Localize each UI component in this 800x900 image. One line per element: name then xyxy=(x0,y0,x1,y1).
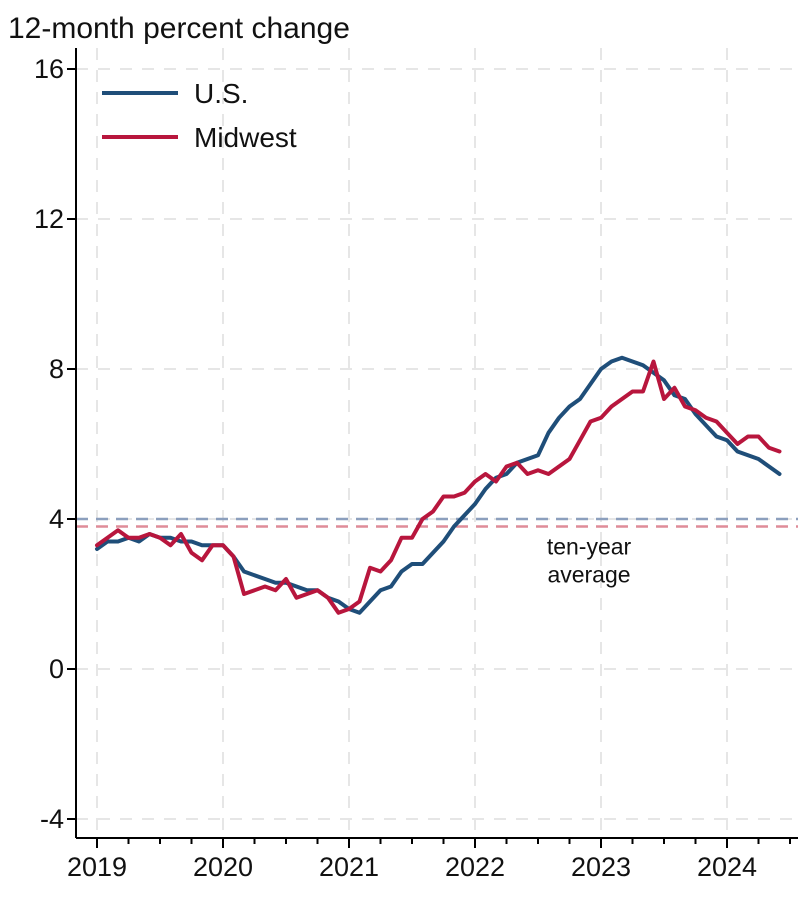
chart-title: 12-month percent change xyxy=(8,12,350,45)
y-tick-label: 0 xyxy=(49,654,64,684)
x-tick-label: 2019 xyxy=(67,852,127,882)
x-tick-label: 2021 xyxy=(319,852,379,882)
y-tick-label: 8 xyxy=(49,354,64,384)
y-tick-label: -4 xyxy=(40,804,64,834)
legend: U.S. Midwest xyxy=(102,78,297,153)
annotation: ten-year average xyxy=(547,533,632,587)
series xyxy=(95,355,782,615)
legend-label-us: U.S. xyxy=(194,78,248,109)
annotation-line2: average xyxy=(547,561,630,587)
grid xyxy=(76,48,798,838)
axes: -4 0 4 8 12 16 2019 2020 2021 2022 2023 2024 xyxy=(34,48,798,882)
x-tick-label: 2023 xyxy=(571,852,631,882)
legend-label-midwest: Midwest xyxy=(194,122,297,153)
y-tick-label: 16 xyxy=(34,54,64,84)
reference-lines xyxy=(76,517,798,528)
midwest-series-line xyxy=(95,359,782,615)
annotation-line1: ten-year xyxy=(547,533,632,559)
x-tick-label: 2020 xyxy=(193,852,253,882)
y-tick-label: 12 xyxy=(34,204,64,234)
x-tick-label: 2024 xyxy=(697,852,757,882)
y-tick-label: 4 xyxy=(49,504,64,534)
x-tick-label: 2022 xyxy=(445,852,505,882)
